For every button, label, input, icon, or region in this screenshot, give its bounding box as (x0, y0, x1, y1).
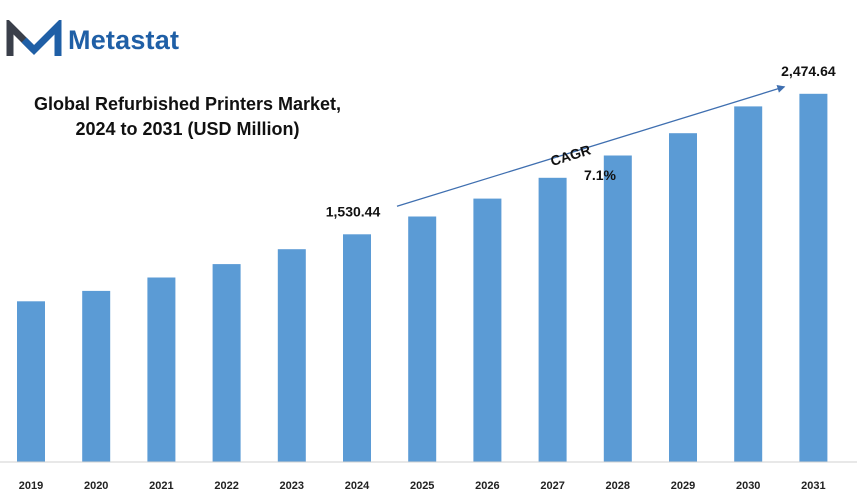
x-tick-label-2031: 2031 (801, 480, 825, 492)
chart-title: Global Refurbished Printers Market, 2024… (20, 92, 355, 142)
cagr-label: CAGR (548, 142, 592, 169)
x-tick-label-2022: 2022 (214, 480, 238, 492)
bar-2019 (17, 301, 45, 462)
bar-2031 (799, 93, 828, 463)
bar-2024 (343, 234, 371, 462)
chart-title-line-2: 2024 to 2031 (USD Million) (75, 119, 300, 139)
brand-logo: Metastat (6, 20, 179, 60)
metastat-logo-icon (6, 20, 62, 56)
bar-2023 (277, 249, 306, 462)
x-tick-label-2024: 2024 (345, 480, 370, 492)
x-tick-label-2027: 2027 (540, 480, 564, 492)
bar-2026 (473, 198, 502, 462)
x-tick-label-2020: 2020 (84, 480, 108, 492)
brand-name: Metastat (68, 24, 180, 55)
x-tick-label-2030: 2030 (736, 480, 760, 492)
x-tick-label-2025: 2025 (410, 480, 434, 492)
data-label-2031: 2,474.64 (781, 63, 836, 79)
bar-2027 (538, 177, 567, 463)
bar-2029 (669, 133, 697, 462)
x-tick-label-2028: 2028 (606, 480, 630, 492)
data-label-2024: 1,530.44 (326, 203, 381, 219)
x-tick-label-2026: 2026 (475, 480, 499, 492)
bar-2022 (212, 264, 241, 462)
chart-title-line-1: Global Refurbished Printers Market, (33, 94, 342, 114)
x-tick-label-2019: 2019 (19, 480, 43, 492)
x-tick-label-2023: 2023 (280, 480, 304, 492)
bar-2020 (82, 290, 111, 462)
cagr-value: 7.1% (584, 167, 616, 183)
x-tick-label-2029: 2029 (671, 480, 695, 492)
cagr-arrow (396, 85, 786, 207)
x-tick-label-2021: 2021 (149, 480, 173, 492)
bar-2021 (147, 277, 176, 462)
bar-2028 (603, 155, 632, 462)
bar-2030 (734, 106, 763, 463)
bar-2025 (408, 216, 437, 462)
